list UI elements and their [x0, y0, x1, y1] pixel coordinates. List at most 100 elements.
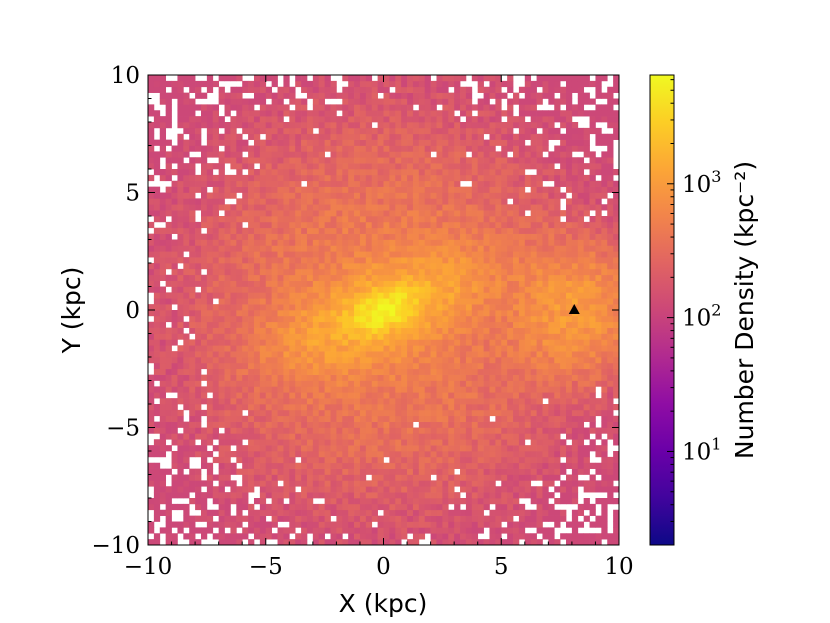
heatmap-cell — [501, 257, 508, 264]
heatmap-cell — [230, 539, 237, 546]
heatmap-cell — [324, 380, 331, 387]
heatmap-cell — [336, 327, 343, 334]
heatmap-cell — [336, 462, 343, 469]
heatmap-cell — [206, 351, 214, 358]
heatmap-cell — [424, 327, 431, 334]
heatmap-cell — [253, 80, 261, 88]
heatmap-cell — [253, 509, 261, 516]
heatmap-cell — [253, 480, 261, 487]
heatmap-cell — [306, 145, 314, 152]
heatmap-cell — [212, 404, 219, 411]
heatmap-cell — [418, 216, 426, 223]
heatmap-cell — [283, 274, 290, 281]
heatmap-cell — [318, 310, 325, 317]
heatmap-cell — [183, 362, 190, 370]
heatmap-cell — [318, 468, 325, 475]
heatmap-cell — [430, 515, 437, 522]
heatmap-cell — [171, 386, 178, 393]
heatmap-cell — [536, 315, 543, 323]
heatmap-cell — [236, 427, 243, 434]
heatmap-cell — [401, 451, 408, 458]
heatmap-cell — [230, 186, 237, 193]
heatmap-cell — [518, 480, 526, 487]
heatmap-cell — [536, 492, 543, 499]
heatmap-cell — [224, 521, 231, 528]
heatmap-cell — [418, 374, 426, 381]
heatmap-cell — [236, 151, 243, 158]
heatmap-cell — [330, 315, 337, 323]
heatmap-cell — [212, 357, 219, 364]
heatmap-cell — [495, 498, 502, 505]
heatmap-cell — [536, 539, 543, 546]
heatmap-cell — [424, 333, 431, 340]
heatmap-cell — [389, 333, 396, 340]
heatmap-cell — [454, 92, 461, 99]
heatmap-cell — [430, 398, 437, 405]
heatmap-cell — [359, 433, 367, 440]
heatmap-cell — [418, 110, 426, 117]
heatmap-cell — [148, 145, 155, 152]
heatmap-cell — [224, 445, 231, 452]
heatmap-cell — [153, 233, 161, 240]
heatmap-cell — [277, 357, 284, 364]
heatmap-cell — [312, 163, 320, 170]
heatmap-cell — [401, 169, 408, 176]
heatmap-cell — [289, 186, 296, 193]
heatmap-cell — [530, 92, 537, 99]
heatmap-cell — [318, 268, 325, 276]
heatmap-cell — [183, 492, 190, 499]
heatmap-cell — [448, 280, 455, 287]
heatmap-cell — [465, 351, 473, 358]
heatmap-cell — [430, 80, 437, 88]
heatmap-cell — [354, 404, 361, 411]
heatmap-cell — [183, 104, 190, 111]
heatmap-cell — [365, 198, 373, 205]
heatmap-cell — [395, 415, 402, 422]
heatmap-cell — [336, 280, 343, 287]
heatmap-cell — [430, 263, 437, 270]
heatmap-cell — [507, 192, 514, 199]
heatmap-cell — [536, 257, 543, 264]
heatmap-cell — [383, 274, 390, 281]
heatmap-cell — [159, 80, 167, 88]
heatmap-cell — [424, 456, 431, 464]
heatmap-cell — [324, 186, 331, 193]
heatmap-cell — [395, 110, 402, 117]
heatmap-cell — [330, 345, 337, 352]
heatmap-cell — [271, 186, 278, 193]
heatmap-cell — [312, 75, 320, 82]
heatmap-cell — [265, 157, 272, 164]
heatmap-cell — [507, 186, 514, 193]
heatmap-cell — [330, 498, 337, 505]
heatmap-cell — [495, 345, 502, 352]
heatmap-cell — [283, 333, 290, 340]
heatmap-cell — [365, 315, 373, 323]
heatmap-cell — [200, 286, 208, 293]
heatmap-cell — [177, 415, 184, 422]
heatmap-cell — [436, 392, 443, 399]
heatmap-cell — [318, 204, 325, 211]
heatmap-cell — [330, 439, 337, 446]
heatmap-cell — [518, 509, 526, 516]
heatmap-cell — [148, 110, 155, 117]
heatmap-cell — [448, 533, 455, 540]
heatmap-cell — [471, 274, 479, 281]
heatmap-cell — [389, 227, 396, 234]
heatmap-cell — [253, 127, 261, 135]
heatmap-cell — [289, 98, 296, 105]
heatmap-cell — [489, 86, 496, 93]
heatmap-cell — [401, 110, 408, 117]
heatmap-cell — [183, 351, 190, 358]
heatmap-cell — [530, 427, 537, 434]
heatmap-cell — [542, 533, 549, 540]
heatmap-cell — [489, 509, 496, 516]
heatmap-cell — [418, 233, 426, 240]
heatmap-cell — [306, 257, 314, 264]
heatmap-cell — [436, 216, 443, 223]
heatmap-cell — [289, 374, 296, 381]
heatmap-cell — [401, 145, 408, 152]
heatmap-cell — [483, 286, 490, 293]
heatmap-cell — [377, 368, 384, 375]
heatmap-cell — [253, 221, 261, 229]
heatmap-cell — [212, 427, 219, 434]
